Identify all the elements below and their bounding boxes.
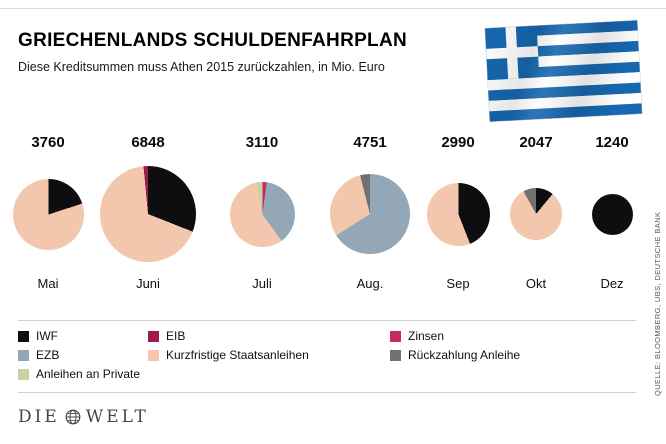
pie-month-label: Dez [600,276,624,291]
pie-column-mai: 3760 Mai [0,134,103,291]
pie-column-sep: 2990 Sep [403,134,513,291]
top-divider [0,8,666,9]
pie-column-okt: 2047 Okt [481,134,591,291]
legend-label: IWF [36,329,58,343]
pie-value: 4751 [353,134,387,151]
pie-value: 6848 [131,134,165,151]
pie-chart-juni [100,166,196,262]
legend-bottom-divider [18,392,636,393]
pie-month-label: Juli [252,276,272,291]
greek-flag-icon [484,20,643,122]
source-credit: QUELLE: BLOOMBERG, UBS, DEUTSCHE BANK [653,211,662,396]
legend-swatch-icon [18,368,29,380]
legend-label: Anleihen an Private [36,367,141,381]
pie-month-label: Mai [37,276,59,291]
pie-wrapper [510,158,562,270]
pie-month-label: Aug. [356,276,384,291]
pie-column-dez: 1240 Dez [557,134,666,291]
legend-swatch-icon [18,349,29,361]
page-subtitle: Diese Kreditsummen muss Athen 2015 zurüc… [18,60,385,74]
pie-column-juni: 6848 Juni [93,134,203,291]
legend-swatch-icon [148,330,159,342]
legend-column-3: Zinsen Rückzahlung Anleihe [390,329,632,386]
pie-chart-okt [510,188,562,240]
pie-month-label: Okt [525,276,547,291]
page-title: GRIECHENLANDS SCHULDENFAHRPLAN [18,30,408,51]
legend-label: Kurzfristige Staatsanleihen [166,348,309,362]
pie-month-label: Juni [136,276,160,291]
pie-chart-dez [591,193,633,235]
pie-wrapper [229,158,295,270]
pie-month-label: Sep [446,276,470,291]
globe-icon [65,409,81,425]
legend-item: Zinsen [390,329,632,343]
legend-item: Anleihen an Private [18,367,148,381]
pie-column-aug: 4751 Aug. [315,134,425,291]
pie-value: 3110 [245,134,279,151]
pie-wrapper [591,158,633,270]
pie-value: 1240 [595,134,629,151]
legend-item: IWF [18,329,148,343]
pie-value: 2047 [519,134,553,151]
pie-column-juli: 3110 Juli [207,134,317,291]
legend: IWF EZB Anleihen an Private EIB Kurzfristige… [18,329,632,386]
pie-value: 3760 [31,134,65,151]
pie-chart-mai [12,178,84,250]
legend-swatch-icon [390,349,401,361]
legend-item: EZB [18,348,148,362]
pie-wrapper [12,158,84,270]
legend-swatch-icon [148,349,159,361]
pie-wrapper [426,158,490,270]
pie-value: 2990 [441,134,475,151]
legend-swatch-icon [18,330,29,342]
legend-column-1: IWF EZB Anleihen an Private [18,329,148,386]
legend-column-2: EIB Kurzfristige Staatsanleihen [148,329,390,386]
legend-label: EZB [36,348,60,362]
legend-label: EIB [166,329,186,343]
logo-text-die: DIE [18,407,60,427]
legend-item: Rückzahlung Anleihe [390,348,632,362]
logo-text-welt: WELT [85,407,149,427]
pie-wrapper [100,158,196,270]
pie-chart-juli [229,181,295,247]
legend-item: Kurzfristige Staatsanleihen [148,348,390,362]
legend-top-divider [18,320,636,321]
legend-label: Rückzahlung Anleihe [408,348,521,362]
pie-chart-aug [330,174,410,254]
legend-swatch-icon [390,330,401,342]
legend-label: Zinsen [408,329,445,343]
pie-wrapper [330,158,410,270]
legend-item: EIB [148,329,390,343]
die-welt-logo: DIE WELT [18,407,149,427]
pie-chart-sep [426,182,490,246]
